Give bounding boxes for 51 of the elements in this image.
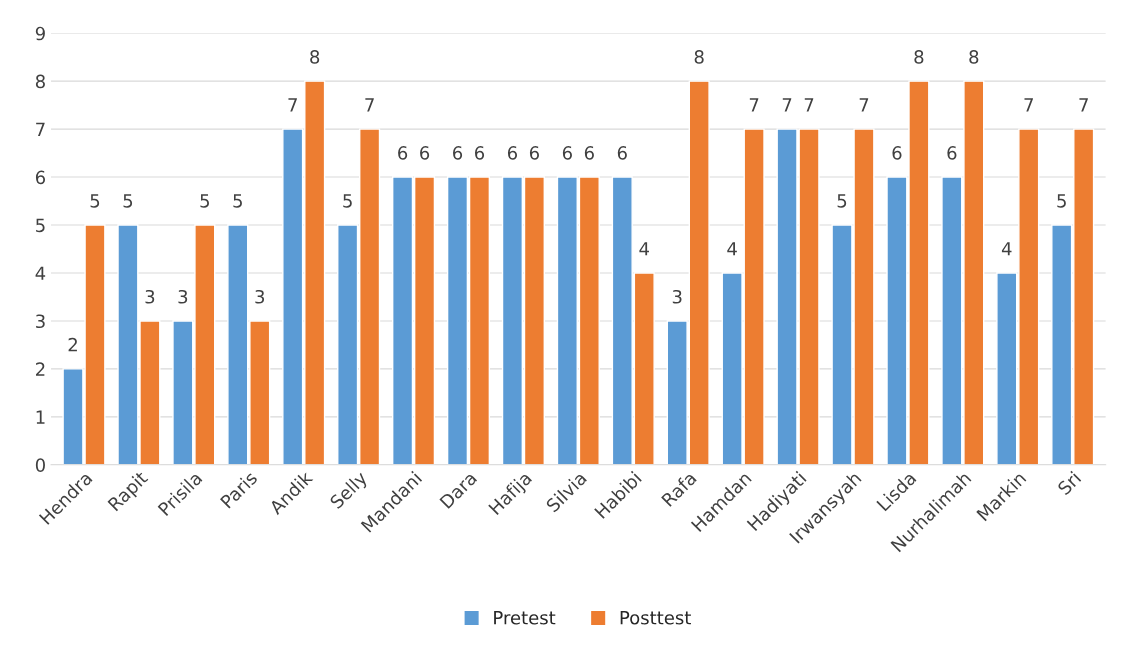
data-label: 6 [474,146,485,160]
data-label: 7 [782,98,792,112]
data-label: 5 [90,194,100,208]
data-label: 6 [562,146,572,160]
data-label: 7 [859,98,869,112]
data-label: 8 [310,50,320,64]
data-label: 4 [639,242,649,256]
data-label: 6 [453,146,463,160]
data-label: 5 [837,194,847,208]
y-tick-label: 2 [36,362,45,376]
data-label: 6 [584,146,594,160]
data-label: 3 [672,289,682,304]
y-tick-label: 0 [35,458,45,472]
data-label: 3 [178,289,188,304]
data-label: 5 [343,194,352,208]
data-label: 7 [365,98,374,112]
data-label: 7 [1024,98,1033,112]
data-label: 6 [617,146,627,160]
data-label: 8 [914,50,924,64]
legend-label: Posttest [620,611,691,625]
y-tick-label: 3 [36,314,45,329]
y-tick-label: 4 [35,266,46,280]
data-label: 6 [892,146,902,160]
data-label: 6 [947,146,957,160]
y-tick-label: 6 [35,170,46,185]
y-tick-label: 9 [35,26,45,41]
data-label: 7 [749,98,759,112]
y-tick-label: 1 [36,410,45,424]
data-label: 6 [529,146,539,160]
data-label: 6 [507,146,518,160]
data-label: 6 [420,146,430,160]
data-label: 6 [398,146,408,160]
data-label: 7 [288,98,297,112]
data-label: 3 [255,289,265,304]
data-label: 4 [1001,242,1012,256]
data-label: 4 [727,242,737,256]
data-label: 7 [1079,98,1088,112]
data-label: 5 [1057,194,1066,208]
y-tick-label: 8 [35,74,45,89]
data-label: 5 [200,194,209,208]
data-label: 8 [969,50,979,64]
data-label: 8 [694,50,704,64]
legend-label: Pretest [494,611,556,625]
data-label: 3 [145,289,155,304]
data-label: 5 [233,194,242,208]
data-label: 5 [123,194,133,208]
x-tick-label: Sri [1056,470,1082,496]
y-tick-label: 7 [36,122,45,136]
data-label: 7 [804,98,814,112]
y-tick-label: 5 [36,218,45,233]
data-label: 2 [68,337,77,352]
